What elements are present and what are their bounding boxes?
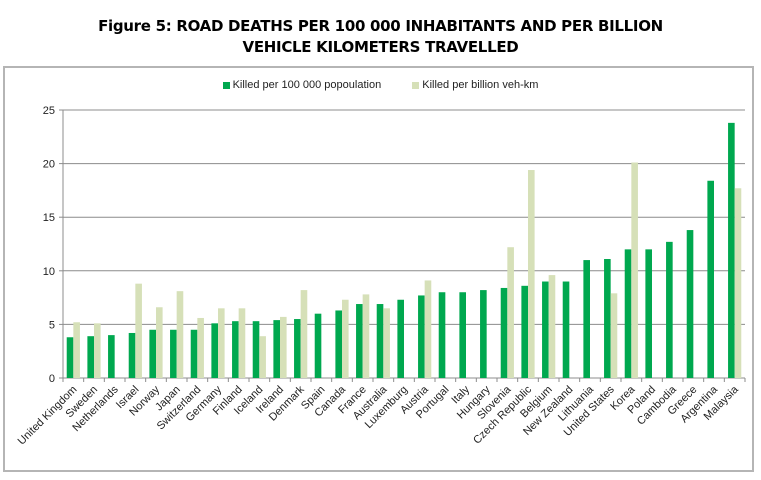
bar-series1-cambodia	[666, 241, 673, 378]
bar-series2-belgium	[548, 275, 556, 378]
y-tick-label: 25	[43, 105, 55, 117]
bar-series2-united-states	[610, 293, 618, 378]
bar-series1-belgium	[542, 281, 549, 378]
bar-series2-ireland	[280, 316, 287, 378]
bar-series2-iceland	[259, 336, 266, 378]
bar-series2-france	[362, 294, 370, 378]
legend-item-series2: Killed per billion veh-km	[412, 79, 538, 91]
y-tick-label: 5	[49, 319, 55, 331]
y-tick-label: 0	[49, 373, 55, 385]
bar-series2-switzerland	[197, 317, 204, 378]
bar-series2-austria	[424, 280, 432, 378]
bar-series2-slovenia	[507, 247, 514, 378]
bar-series1-portugal	[438, 292, 446, 378]
bar-series1-argentina	[707, 180, 714, 378]
bar-series1-canada	[335, 310, 342, 378]
bar-series1-iceland	[252, 321, 260, 378]
y-tick-label: 10	[43, 266, 55, 278]
legend-item-series1: Killed per 100 000 popoulation	[222, 79, 382, 91]
bar-series1-united-kingdom	[66, 337, 74, 378]
bar-series2-germany	[218, 308, 225, 378]
bar-series1-slovenia	[500, 287, 508, 378]
bar-series1-sweden	[87, 336, 94, 378]
legend-swatch-series1	[222, 81, 230, 89]
bar-series1-japan	[170, 329, 177, 378]
bar-series1-new-zealand	[562, 281, 570, 378]
y-tick-label: 15	[43, 212, 55, 224]
bar-series1-france	[356, 304, 363, 378]
bar-series2-malaysia	[734, 188, 742, 378]
bar-series1-israel	[128, 332, 136, 378]
bar-series1-denmark	[294, 319, 301, 378]
y-tick-label: 20	[43, 159, 55, 171]
bar-series1-united-states	[604, 259, 611, 378]
bar-series1-austria	[418, 295, 425, 378]
bar-series1-hungary	[480, 290, 487, 378]
bar-series1-germany	[211, 323, 218, 378]
chart-title-line-2: VEHICLE KILOMETERS TRAVELLED	[242, 38, 519, 56]
chart-title-line-1: Figure 5: ROAD DEATHS PER 100 000 INHABI…	[98, 17, 663, 35]
bar-series1-netherlands	[108, 335, 115, 378]
bar-series1-czech-republic	[521, 285, 528, 378]
legend-swatch-series2	[412, 81, 420, 89]
bar-series2-canada	[342, 299, 349, 378]
bar-series1-lithuania	[583, 260, 590, 378]
bar-series2-czech-republic	[528, 170, 535, 378]
bar-series1-spain	[314, 313, 322, 378]
bar-series1-norway	[149, 329, 156, 378]
bar-series2-finland	[238, 308, 246, 378]
legend: Killed per 100 000 popoulation Killed pe…	[0, 79, 761, 92]
legend-label-series1: Killed per 100 000 popoulation	[232, 79, 382, 91]
bar-series1-malaysia	[728, 122, 735, 378]
bar-series1-australia	[376, 304, 384, 378]
bar-series2-israel	[135, 283, 142, 378]
bar-series2-united-kingdom	[73, 322, 80, 378]
bar-series1-luxemburg	[397, 299, 404, 378]
bar-series1-italy	[459, 292, 466, 378]
bar-series1-greece	[686, 230, 694, 378]
bar-series2-sweden	[94, 323, 101, 378]
bar-series1-switzerland	[190, 329, 198, 378]
bar-series1-poland	[645, 249, 652, 378]
legend-label-series2: Killed per billion veh-km	[422, 79, 539, 91]
bar-series1-korea	[624, 249, 632, 378]
bar-series2-denmark	[300, 290, 308, 378]
bar-series1-finland	[232, 321, 239, 378]
bar-series1-ireland	[273, 320, 280, 378]
bar-series2-norway	[156, 307, 163, 378]
bar-series2-japan	[176, 291, 184, 378]
bar-series2-korea	[631, 162, 638, 378]
bar-series2-australia	[383, 308, 390, 378]
